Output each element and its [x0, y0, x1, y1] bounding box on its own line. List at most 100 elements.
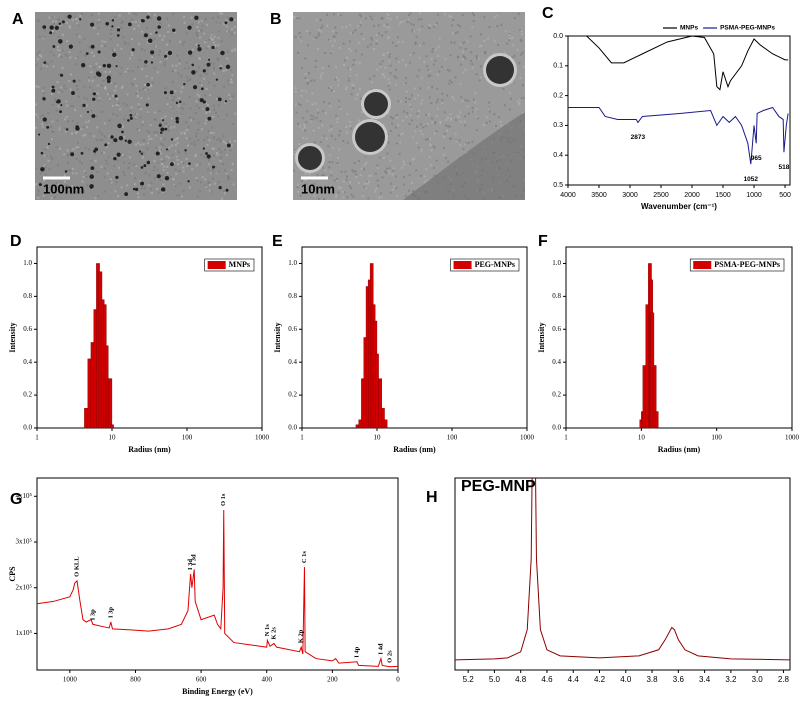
- particle: [140, 166, 144, 169]
- texture: [185, 32, 188, 35]
- texture: [360, 97, 363, 100]
- x-axis-label: Wavenumber (cm⁻¹): [641, 202, 717, 211]
- texture: [391, 173, 394, 176]
- texture: [171, 153, 174, 156]
- texture: [417, 94, 420, 97]
- texture: [216, 57, 219, 60]
- peak-label: O 1s: [220, 493, 227, 506]
- texture: [419, 174, 422, 177]
- texture: [69, 26, 72, 29]
- texture: [298, 36, 301, 39]
- texture: [157, 161, 160, 164]
- texture: [226, 174, 229, 177]
- particle: [82, 103, 86, 108]
- texture: [201, 84, 204, 87]
- texture: [95, 138, 98, 141]
- texture: [389, 116, 392, 119]
- texture: [211, 172, 214, 175]
- texture: [57, 164, 60, 167]
- particle: [42, 25, 47, 29]
- texture: [168, 129, 171, 132]
- texture: [37, 58, 40, 61]
- texture: [391, 41, 394, 44]
- texture: [155, 134, 158, 137]
- texture: [308, 32, 311, 35]
- texture: [223, 149, 226, 152]
- texture: [345, 85, 348, 88]
- texture: [338, 134, 341, 137]
- texture: [297, 190, 300, 193]
- particle: [220, 50, 225, 56]
- texture: [461, 50, 464, 53]
- texture: [143, 49, 146, 52]
- particle: [160, 131, 163, 134]
- texture: [434, 23, 437, 26]
- texture: [426, 179, 429, 182]
- texture: [210, 38, 213, 41]
- texture: [136, 65, 139, 68]
- texture: [298, 143, 301, 146]
- texture: [350, 93, 353, 96]
- texture: [324, 169, 327, 172]
- texture: [434, 121, 437, 124]
- texture: [349, 68, 352, 71]
- texture: [95, 115, 98, 118]
- texture: [430, 57, 433, 60]
- texture: [165, 155, 168, 158]
- texture: [170, 117, 173, 120]
- texture: [331, 50, 334, 53]
- texture: [68, 80, 71, 83]
- texture: [508, 39, 511, 42]
- texture: [402, 175, 405, 178]
- x-tick-label: 1: [35, 434, 39, 442]
- texture: [208, 183, 211, 186]
- texture: [106, 162, 109, 165]
- texture: [71, 119, 74, 122]
- texture: [80, 13, 83, 16]
- texture: [131, 82, 134, 85]
- texture: [50, 60, 53, 63]
- texture: [134, 116, 137, 119]
- texture: [448, 82, 451, 85]
- texture: [166, 171, 169, 174]
- texture: [313, 187, 316, 190]
- texture: [157, 53, 160, 56]
- particle: [106, 63, 112, 69]
- texture: [314, 65, 317, 68]
- texture: [423, 180, 426, 183]
- texture: [141, 68, 144, 71]
- texture: [86, 126, 89, 129]
- texture: [379, 65, 382, 68]
- texture: [66, 149, 69, 152]
- panel-label: E: [272, 233, 283, 250]
- texture: [466, 105, 469, 108]
- texture: [121, 154, 124, 157]
- texture: [153, 117, 156, 120]
- texture: [190, 142, 193, 145]
- texture: [404, 101, 407, 104]
- texture: [195, 135, 198, 138]
- texture: [84, 147, 87, 150]
- texture: [426, 65, 429, 68]
- particle: [94, 147, 99, 152]
- texture: [457, 24, 460, 27]
- texture: [203, 77, 206, 80]
- texture: [136, 94, 139, 97]
- texture: [164, 87, 167, 90]
- texture: [349, 32, 352, 35]
- texture: [55, 109, 58, 112]
- texture: [451, 95, 454, 98]
- particle: [144, 60, 148, 64]
- texture: [57, 182, 60, 185]
- texture: [44, 148, 47, 151]
- texture: [181, 43, 184, 46]
- texture: [222, 135, 225, 138]
- texture: [293, 169, 296, 172]
- texture: [208, 181, 211, 184]
- texture: [196, 25, 199, 28]
- texture: [110, 32, 113, 35]
- texture: [61, 49, 64, 52]
- texture: [66, 185, 69, 188]
- particle: [225, 64, 231, 70]
- texture: [191, 23, 194, 26]
